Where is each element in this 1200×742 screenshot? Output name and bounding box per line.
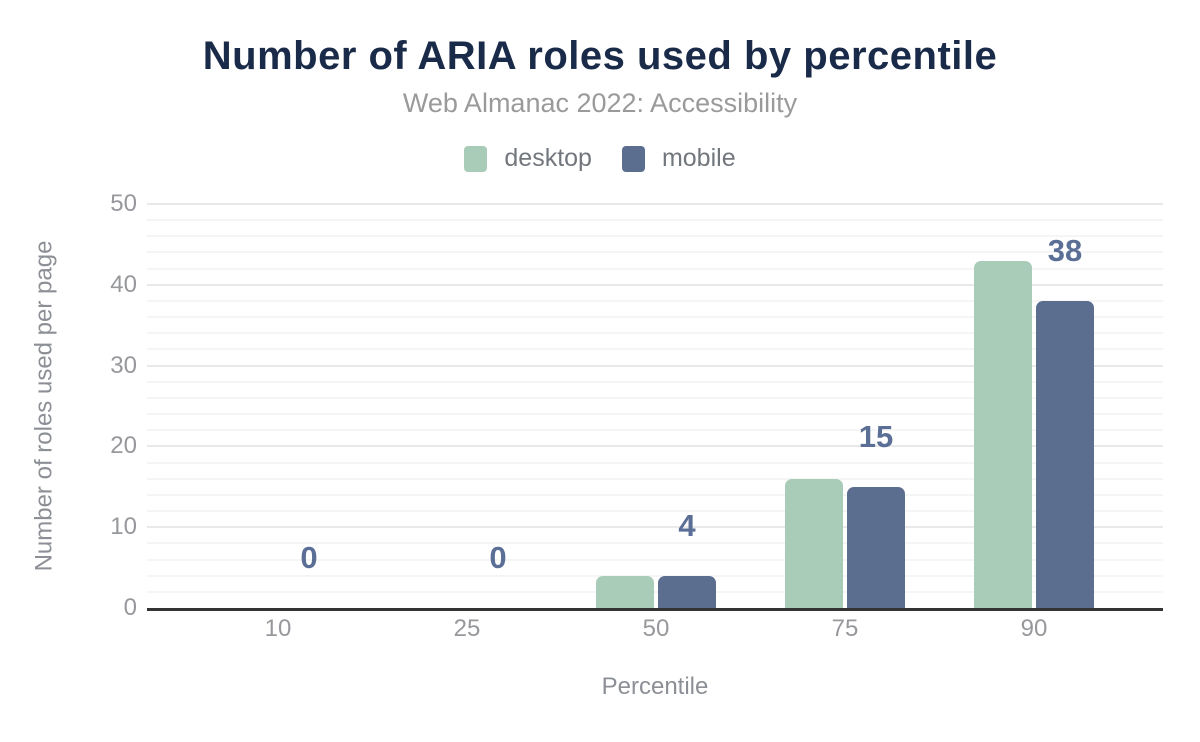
y-tick-label: 0 [123, 594, 137, 621]
gridline-minor [147, 558, 1163, 561]
legend-item-mobile: mobile [621, 144, 736, 173]
gridline-minor [147, 542, 1163, 545]
legend: desktop mobile [0, 144, 1200, 173]
x-tick-label: 25 [453, 615, 481, 642]
data-label-p50: 4 [678, 507, 696, 543]
bar-desktop-p90 [974, 260, 1032, 608]
bar-mobile-p75 [847, 486, 905, 608]
gridline-minor [147, 219, 1163, 222]
gridline-minor [147, 348, 1163, 351]
y-tick-label: 50 [110, 190, 137, 217]
gridline-minor [147, 396, 1163, 399]
bar-desktop-p75 [785, 478, 843, 608]
gridline-major [147, 526, 1163, 529]
bar-mobile-p50 [658, 575, 716, 608]
legend-label-mobile: mobile [661, 144, 736, 172]
data-label-p90: 38 [1047, 232, 1083, 268]
data-label-p25: 0 [489, 540, 507, 575]
gridline-major [147, 445, 1163, 448]
data-label-p75: 15 [858, 418, 894, 454]
y-tick-label: 10 [110, 513, 137, 541]
gridline-minor [147, 493, 1163, 496]
x-axis-line [147, 608, 1163, 611]
gridline-minor [147, 413, 1163, 416]
gridline-minor [147, 332, 1163, 335]
y-tick-label: 40 [110, 270, 137, 298]
gridline-minor [147, 251, 1163, 254]
y-axis-title: Number of roles used per page [30, 240, 58, 572]
desktop-swatch-icon [464, 145, 488, 172]
gridline-minor [147, 299, 1163, 302]
bar-mobile-p90 [1036, 300, 1094, 608]
chart-subtitle: Web Almanac 2022: Accessibility [402, 88, 798, 118]
legend-label-desktop: desktop [504, 144, 592, 172]
gridline-major [147, 283, 1163, 286]
gridline-minor [147, 510, 1163, 513]
gridline-major [147, 203, 1163, 205]
gridline-minor [147, 574, 1163, 577]
x-tick-label: 10 [264, 615, 292, 642]
x-tick-label: 75 [831, 615, 859, 642]
x-tick-label: 90 [1020, 615, 1048, 642]
gridline-minor [147, 267, 1163, 270]
mobile-swatch-icon [621, 145, 645, 172]
gridline-minor [147, 590, 1163, 593]
gridline-minor [147, 316, 1163, 319]
y-tick-label: 20 [110, 432, 137, 460]
gridline-minor [147, 477, 1163, 480]
y-axis-title-box: Number of roles used per page [20, 204, 68, 608]
bar-desktop-p50 [596, 575, 654, 608]
gridline-minor [147, 461, 1163, 464]
x-tick-label: 50 [642, 615, 670, 642]
gridline-minor [147, 380, 1163, 383]
legend-item-desktop: desktop [464, 144, 592, 173]
gridline-minor [147, 429, 1163, 432]
x-axis-title: Percentile [601, 673, 709, 700]
gridline-major [147, 364, 1163, 367]
gridline-minor [147, 235, 1163, 238]
data-label-p10: 0 [300, 540, 318, 575]
y-tick-label: 30 [110, 351, 137, 379]
chart-title: Number of ARIA roles used by percentile [202, 34, 998, 78]
